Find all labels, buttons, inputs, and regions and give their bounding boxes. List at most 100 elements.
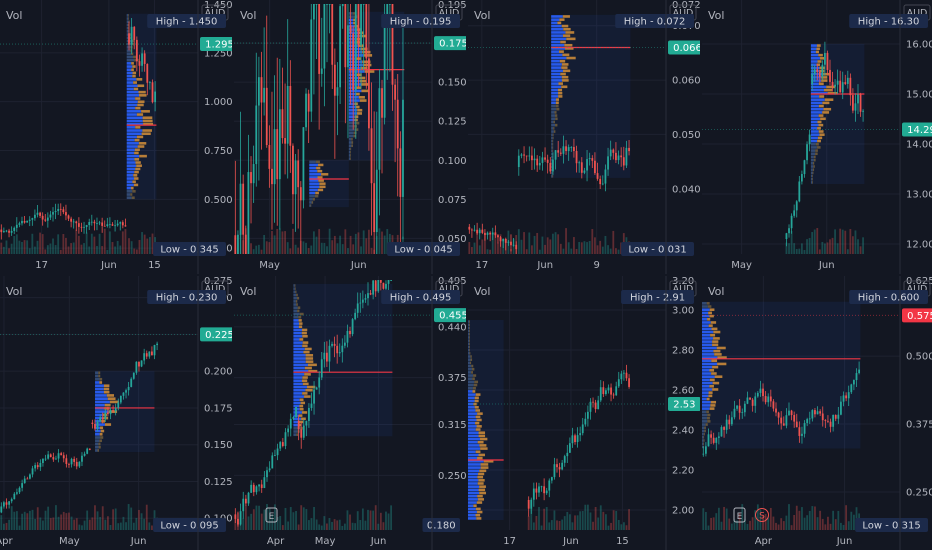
candle-body <box>70 458 73 465</box>
volume-profile-bar <box>126 161 136 164</box>
candle-body <box>85 225 88 227</box>
candle-body <box>520 154 523 156</box>
candle-body <box>31 218 34 220</box>
candle-body <box>586 411 589 419</box>
currency-label: AUD <box>439 284 460 295</box>
chart-panel-5[interactable]: 0.2500.2250.2000.1750.1500.1250.1000.275… <box>0 276 232 550</box>
volume-profile-bar <box>551 101 556 105</box>
volume-profile-bar <box>815 152 818 156</box>
volume-profile-bar <box>293 369 309 373</box>
volume-profile-bar <box>103 387 110 391</box>
candle-body <box>834 84 836 87</box>
earnings-marker[interactable] <box>265 507 278 523</box>
volume-bar <box>46 245 49 254</box>
volume-bar <box>568 514 571 530</box>
candle-body <box>388 4 391 5</box>
volume-profile-bar <box>293 366 305 370</box>
last-price-badge <box>902 122 932 137</box>
candle-body <box>375 169 378 233</box>
candle-body <box>300 429 303 438</box>
chart-panel-2[interactable]: 0.1750.1500.1250.1000.0750.0500.195MayJu… <box>234 0 466 274</box>
candle-body <box>512 244 515 246</box>
candle-body <box>738 405 741 413</box>
volume-profile-bar <box>299 427 304 430</box>
volume-profile-bar <box>818 130 824 133</box>
candle-body <box>546 159 549 163</box>
volume-bar <box>538 249 541 254</box>
high-label: High - 0.195 <box>390 17 452 28</box>
volume-bar <box>507 230 510 254</box>
candle-body <box>517 155 520 168</box>
volume-profile-bar <box>126 119 143 123</box>
volume-profile-bar <box>478 479 485 482</box>
volume-profile-bar <box>468 332 470 336</box>
volume-profile-bar <box>810 120 818 124</box>
volume-profile-bar <box>554 111 557 114</box>
chart-panel-1[interactable]: 1.2501.0000.7500.5000.2501.45017Jun15Vol… <box>0 0 232 274</box>
chart-panel-6[interactable]: 0.440 0.375 0.315 0.250 0.495 Apr May Jun Vol AUD… <box>234 276 466 550</box>
volume-profile-bar <box>135 167 141 171</box>
volume-profile-bar <box>132 190 136 193</box>
candle-body <box>315 387 318 390</box>
candle-body <box>336 345 339 354</box>
y-tick-label: 16.00 <box>906 40 932 51</box>
volume-profile-2-bar <box>309 173 322 176</box>
earnings-marker[interactable] <box>733 507 746 523</box>
volume-bar <box>323 516 326 530</box>
chart-panel-3[interactable]: 0.0700.0600.0500.0400.07217Jun9VolAUDHig… <box>468 0 700 274</box>
volume-bar <box>543 508 546 530</box>
volume-bar <box>831 237 834 254</box>
volume-profile-bar <box>293 300 296 303</box>
volume-bar <box>749 520 751 530</box>
candle-body <box>119 395 122 403</box>
volume-profile-bar <box>469 348 470 352</box>
volume-profile-bar <box>551 24 562 28</box>
x-tick-label: May <box>59 536 80 547</box>
y-tick-label: 0.440 <box>438 322 466 333</box>
volume-bar <box>816 228 819 254</box>
volume-profile-bar <box>302 382 309 386</box>
chart-panel-8[interactable]: 0.500 0.375 0.250 0.625 Apr Jun Vol AUD High - 0… <box>702 276 932 550</box>
candle-body <box>313 4 315 20</box>
candle-body <box>707 434 710 447</box>
candle-body <box>260 484 263 489</box>
chart-panel-4[interactable]: 16.00 15.00 14.00 13.00 12.00 May Jun Vol AUD Hig… <box>702 0 932 274</box>
volume-profile-bar <box>351 141 354 144</box>
volume-profile-bar <box>100 426 104 430</box>
volume-profile-bar <box>468 342 470 346</box>
volume-bar <box>847 521 850 530</box>
volume-profile-bar <box>473 402 477 406</box>
volume-bar <box>44 510 47 530</box>
volume-profile-bar <box>716 346 726 350</box>
candle-body <box>297 420 300 430</box>
candle-body <box>767 396 770 403</box>
candle-body <box>720 427 723 437</box>
vol-label: Vol <box>708 285 724 298</box>
volume-bar <box>374 505 377 530</box>
volume-profile-bar <box>827 92 838 95</box>
volume-profile-bar <box>707 317 711 321</box>
volume-profile-bar <box>702 432 704 436</box>
candle-body <box>556 464 558 468</box>
volume-profile-2-bar <box>315 160 320 164</box>
volume-profile-bar <box>126 65 133 68</box>
volume-bar <box>0 515 3 530</box>
volume-profile-2-bar <box>309 204 311 207</box>
volume-bar <box>589 512 592 530</box>
volume-bar <box>840 522 842 530</box>
candle-body <box>10 230 13 233</box>
volume-bar <box>234 247 237 254</box>
candle-body <box>540 486 543 488</box>
chart-panel-7[interactable]: 3.00 2.80 2.60 2.40 2.20 2.00 3.20 17 Jun 15 Vol AU… <box>468 276 700 550</box>
split-marker[interactable] <box>755 508 769 522</box>
volume-bar <box>525 249 528 254</box>
volume-profile-bar <box>702 423 706 426</box>
candle-body <box>289 418 292 429</box>
volume-bar <box>808 237 811 254</box>
volume-profile-bar <box>479 444 487 447</box>
volume-profile-bar <box>810 168 813 171</box>
volume-profile-bar <box>126 148 135 152</box>
volume-profile-bar <box>137 145 145 148</box>
candle-body <box>294 160 297 195</box>
